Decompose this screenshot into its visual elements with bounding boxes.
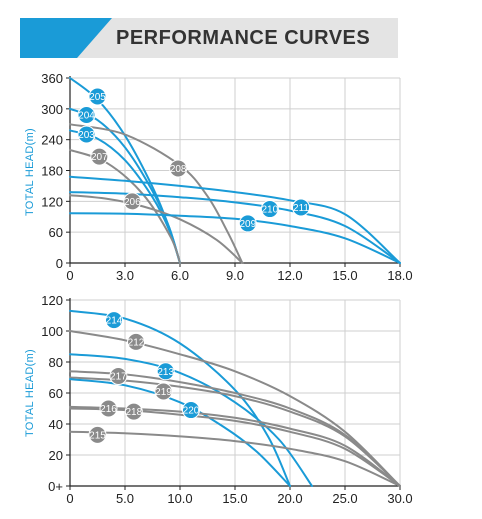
series-badge-circle [77, 106, 96, 124]
y-axis-label: TOTAL HEAD(m) [24, 128, 36, 216]
chart-2: 0 5.0 10.0 15.0 20.0 25.0 30.0 0+ 20 40 60 80 100 120… [24, 293, 413, 506]
series-badge-219: 219 [154, 382, 173, 401]
y-tick-label: 80 [49, 355, 63, 370]
series-badge-circle [109, 366, 128, 385]
series-badge-217: 217 [109, 366, 128, 385]
series-label: 219 [155, 387, 172, 398]
series-badge-circle [90, 147, 109, 166]
series-badge-205: 205 [88, 87, 107, 106]
series-label: 210 [261, 205, 278, 216]
series-badge-circle [260, 200, 279, 219]
series-label: 204 [78, 111, 95, 122]
y-tick-label: 360 [41, 71, 63, 86]
y-tick-label: 240 [41, 133, 63, 148]
y-tick-label: 120 [41, 194, 63, 209]
x-tick-label: 10.0 [167, 491, 192, 506]
y-tick-label: 40 [49, 417, 63, 432]
series-badge-circle [154, 382, 173, 401]
series-badge-circle [123, 192, 142, 211]
series-label: 209 [239, 219, 256, 230]
series-label: 207 [91, 152, 108, 163]
series-badge-circle [169, 159, 188, 178]
series-badge-215: 215 [88, 425, 107, 444]
series-line-211 [69, 175, 401, 264]
y-tick-label: 120 [41, 293, 63, 308]
series-badge-208: 208 [169, 159, 188, 178]
x-tick-label: 12.0 [277, 268, 302, 283]
series-badge-213: 213 [156, 362, 175, 381]
series-badge-212: 212 [127, 332, 145, 351]
page-title: PERFORMANCE CURVES [116, 27, 371, 49]
series-label: 217 [110, 371, 127, 382]
series-badge-circle [105, 311, 123, 330]
series-line-203 [69, 129, 181, 264]
series-badge-circle [238, 214, 257, 233]
series-badge-circle [127, 332, 145, 351]
series-label: 218 [125, 407, 142, 418]
series-label: 216 [100, 404, 117, 415]
series-badge-206: 206 [123, 192, 142, 211]
y-tick-label: 180 [41, 164, 63, 179]
chart-1: 0 3.0 6.0 9.0 12.0 15.0 18.0 0 60 120 180 240 300 360… [24, 71, 413, 283]
series-line-206 [69, 194, 244, 264]
series-line-208 [69, 123, 244, 264]
series-line-213 [69, 353, 313, 487]
series-label: 213 [157, 367, 174, 378]
series-badge-209: 209 [238, 214, 257, 233]
series-badge-210: 210 [260, 200, 279, 219]
x-tick-label: 0 [66, 268, 73, 283]
series-label: 215 [89, 430, 106, 441]
series-badge-circle [182, 401, 200, 420]
x-tick-label: 15.0 [332, 268, 357, 283]
series-badge-203: 203 [77, 125, 96, 144]
x-tick-label: 25.0 [332, 491, 357, 506]
series-line-216 [69, 405, 401, 487]
series-badge-circle [88, 425, 107, 444]
series-label: 211 [293, 203, 309, 214]
y-tick-label: 0+ [48, 479, 63, 494]
series-badge-204: 204 [77, 106, 96, 124]
x-tick-label: 15.0 [222, 491, 247, 506]
x-tick-label: 30.0 [387, 491, 412, 506]
x-tick-label: 20.0 [277, 491, 302, 506]
x-tick-label: 18.0 [387, 268, 412, 283]
series-line-209 [69, 212, 401, 264]
series-badge-circle [156, 362, 175, 381]
series-label: 205 [89, 92, 106, 103]
series-label: 220 [183, 406, 200, 417]
x-tick-label: 6.0 [171, 268, 189, 283]
y-tick-label: 0 [56, 256, 63, 271]
series-label: 203 [78, 130, 95, 141]
series-badge-circle [88, 87, 107, 106]
series-label: 206 [124, 197, 141, 208]
y-tick-label: 100 [41, 324, 63, 339]
y-tick-label: 60 [49, 225, 63, 240]
series-badge-207: 207 [90, 147, 109, 166]
series-badge-220: 220 [182, 401, 200, 420]
x-tick-label: 3.0 [116, 268, 134, 283]
y-tick-label: 60 [49, 386, 63, 401]
series-badge-218: 218 [124, 402, 143, 421]
series-label: 208 [170, 164, 187, 175]
series-line-210 [69, 191, 401, 264]
y-axis-label: TOTAL HEAD(m) [24, 349, 36, 437]
header-banner: PERFORMANCE CURVES [20, 18, 398, 58]
series-badge-circle [124, 402, 143, 421]
series-badge-216: 216 [99, 399, 118, 418]
series-label: 214 [106, 316, 123, 327]
series-badge-211: 211 [292, 198, 310, 217]
series-label: 212 [128, 337, 145, 348]
x-tick-label: 5.0 [116, 491, 134, 506]
series-badge-214: 214 [105, 311, 123, 330]
x-tick-label: 0 [66, 491, 73, 506]
series-badge-circle [77, 125, 96, 144]
series-line-212 [69, 330, 401, 487]
series-badge-circle [292, 198, 310, 217]
y-tick-label: 20 [49, 448, 63, 463]
series-badge-circle [99, 399, 118, 418]
series-line-215 [69, 430, 401, 487]
x-tick-label: 9.0 [226, 268, 244, 283]
y-tick-label: 300 [41, 102, 63, 117]
